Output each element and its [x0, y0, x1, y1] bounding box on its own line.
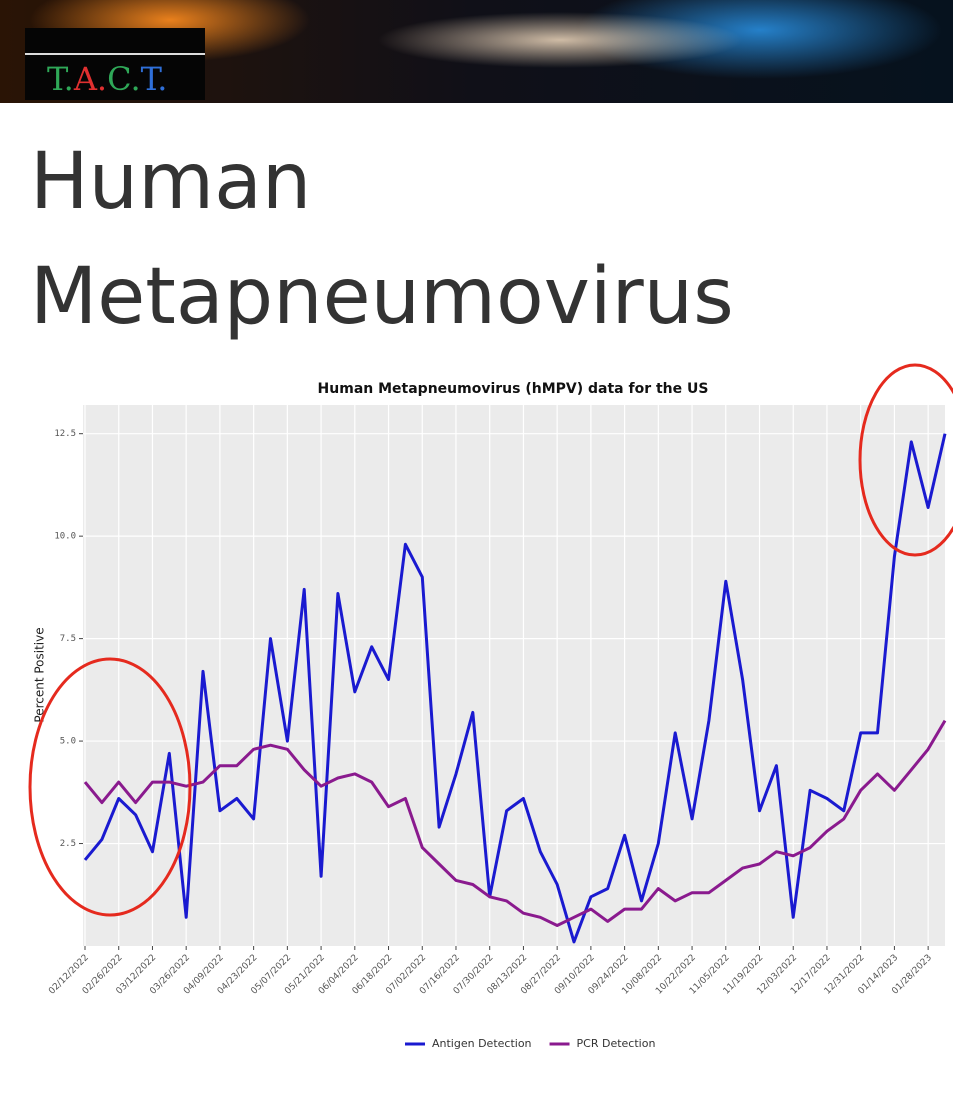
- y-tick-label: 2.5: [60, 839, 76, 849]
- logo: T.A.C.T.: [25, 28, 205, 100]
- legend-label: Antigen Detection: [432, 1037, 532, 1050]
- annotation-circle: [28, 657, 192, 917]
- logo-letter: A.: [73, 60, 108, 98]
- heading: Human Metapneumovirus: [30, 137, 734, 342]
- annotation-circle: [858, 363, 953, 557]
- series-line: [83, 433, 947, 944]
- legend-label: PCR Detection: [577, 1037, 656, 1050]
- chart-title: Human Metapneumovirus (hMPV) data for th…: [318, 381, 709, 397]
- y-tick-label: 12.5: [54, 429, 76, 439]
- logo-letter: T.: [47, 60, 74, 98]
- logo-text: T.A.C.T.: [47, 60, 167, 98]
- logo-rule: [25, 53, 205, 55]
- y-tick-label: 7.5: [60, 634, 76, 644]
- y-axis-label: Percent Positive: [33, 627, 47, 722]
- y-tick-label: 10.0: [54, 532, 76, 542]
- logo-letter: C.: [107, 60, 141, 98]
- logo-letter: T.: [140, 60, 168, 98]
- plot-panel: [83, 405, 945, 946]
- series-line: [83, 719, 947, 927]
- banner: T.A.C.T.: [0, 0, 953, 103]
- y-tick-label: 5.0: [60, 737, 76, 747]
